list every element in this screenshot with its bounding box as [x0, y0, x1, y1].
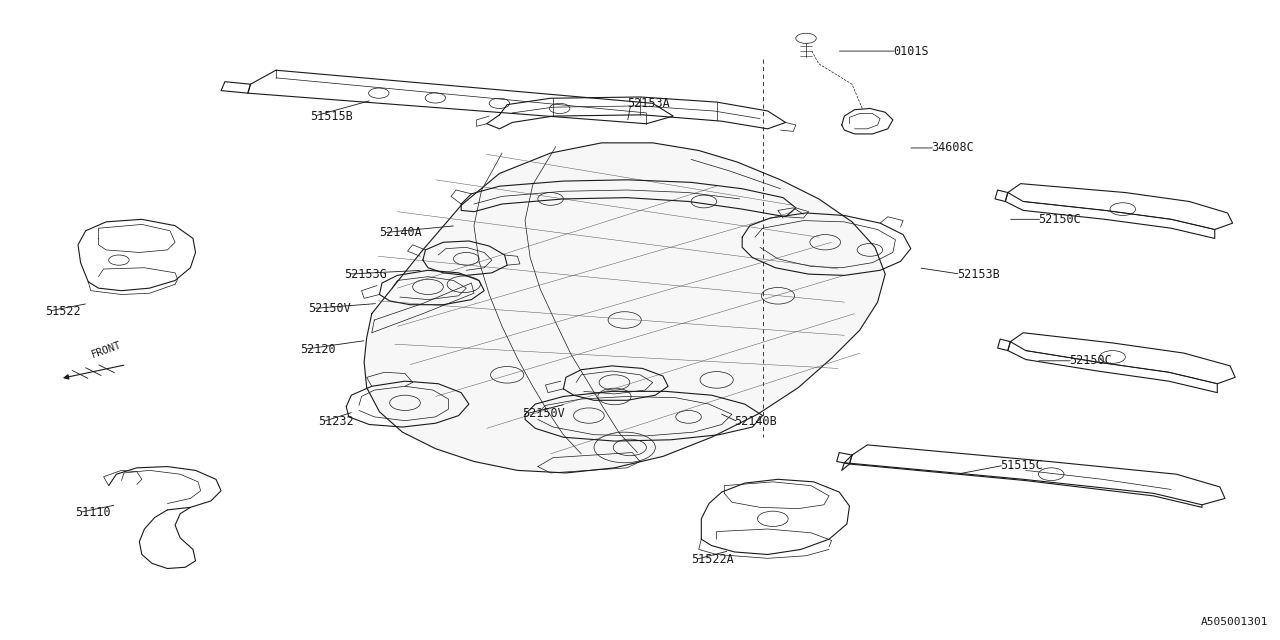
- Polygon shape: [364, 143, 886, 473]
- Text: 52150C: 52150C: [1069, 355, 1112, 367]
- Text: 51515B: 51515B: [311, 109, 353, 123]
- Text: 34608C: 34608C: [932, 141, 974, 154]
- Text: 52153G: 52153G: [344, 268, 387, 280]
- Text: 52150C: 52150C: [1038, 213, 1082, 226]
- Text: 52140B: 52140B: [735, 415, 777, 428]
- Text: 51515C: 51515C: [1000, 459, 1043, 472]
- Text: FRONT: FRONT: [90, 339, 123, 360]
- Text: 51110: 51110: [76, 506, 111, 519]
- Text: 52140A: 52140A: [379, 226, 422, 239]
- Text: 52150V: 52150V: [522, 407, 566, 420]
- Text: 51232: 51232: [319, 415, 353, 428]
- Text: 52153B: 52153B: [956, 268, 1000, 280]
- Text: A505001301: A505001301: [1201, 617, 1268, 627]
- Text: 52150V: 52150V: [308, 302, 351, 315]
- Text: 52120: 52120: [301, 343, 335, 356]
- Text: 51522: 51522: [45, 305, 81, 317]
- Text: 0101S: 0101S: [893, 45, 928, 58]
- Text: 52153A: 52153A: [627, 97, 669, 110]
- Text: 51522A: 51522A: [691, 553, 733, 566]
